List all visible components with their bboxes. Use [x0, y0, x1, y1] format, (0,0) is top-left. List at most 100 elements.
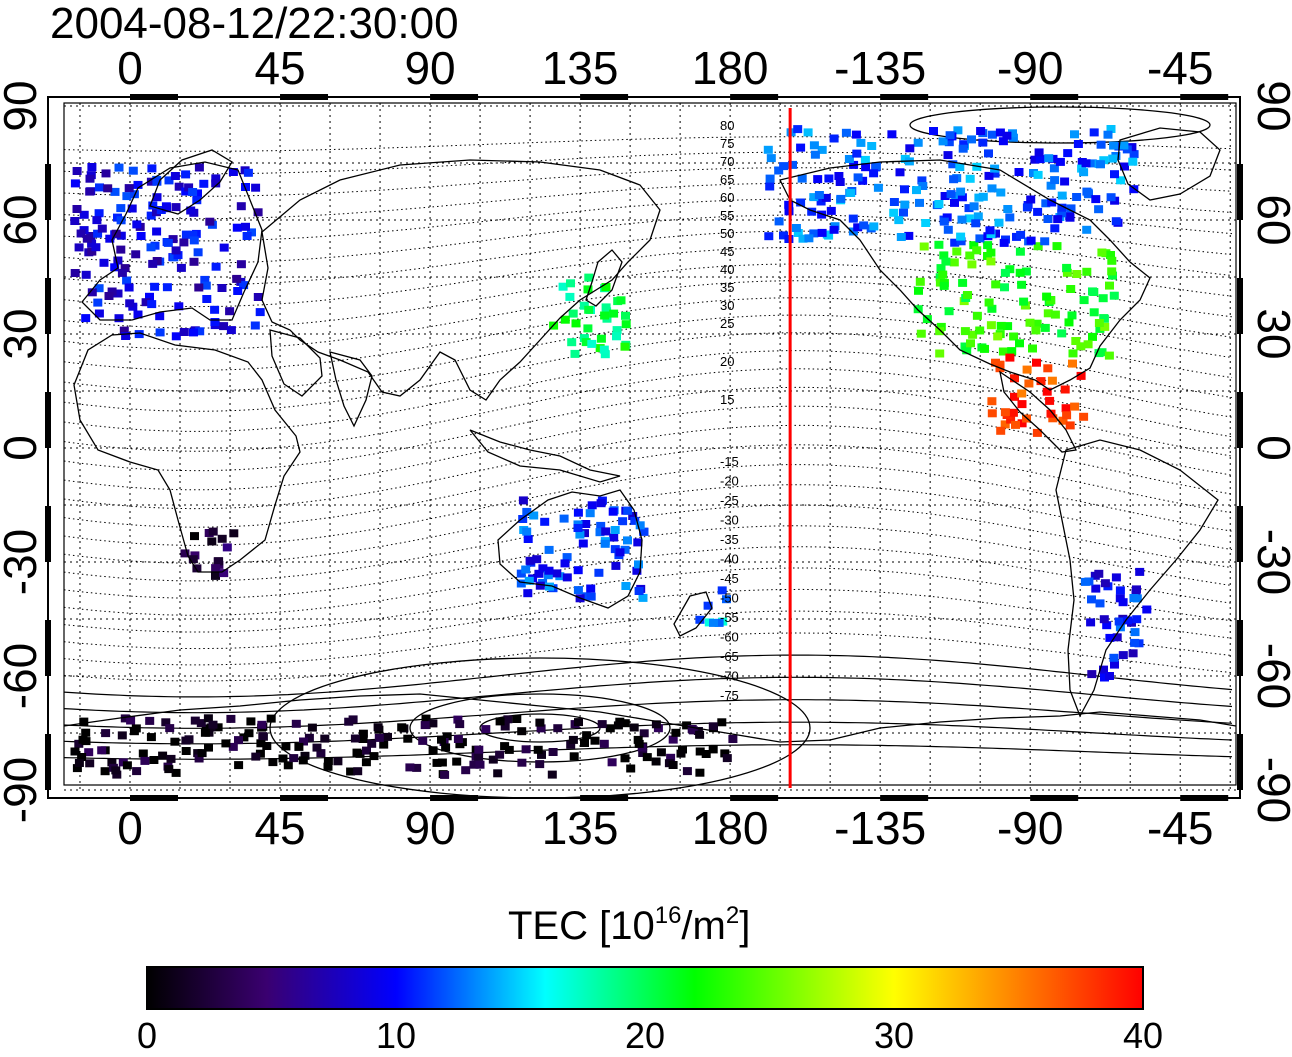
- axis-tick-label: 45: [254, 42, 305, 94]
- colorbar-title: TEC [1016/m2]: [508, 902, 750, 950]
- tec-cell: [174, 182, 184, 191]
- tec-cell: [939, 281, 949, 290]
- tec-cell: [1099, 615, 1109, 624]
- frame-tick-bar: [1180, 795, 1229, 801]
- tec-cell: [953, 126, 963, 135]
- tec-cell: [900, 200, 910, 209]
- contour-label: -40: [720, 552, 739, 567]
- contour-label: 35: [720, 280, 734, 295]
- tec-cell: [975, 326, 985, 335]
- tec-cell: [353, 767, 363, 776]
- tec-cell: [938, 270, 948, 279]
- tec-cell: [841, 128, 851, 137]
- tec-cell: [217, 284, 227, 292]
- coast-india: [329, 351, 373, 428]
- axis-tick-label: 90: [404, 802, 455, 854]
- tec-cell: [1017, 400, 1027, 409]
- tec-cell: [193, 248, 203, 257]
- tec-cell: [804, 234, 814, 243]
- tec-cell: [1063, 149, 1073, 158]
- tec-cell: [189, 257, 199, 266]
- tec-cell: [283, 761, 293, 770]
- colorbar-title-unit: /m: [681, 904, 726, 948]
- tec-cell: [964, 204, 974, 213]
- tec-cell: [219, 322, 229, 331]
- tec-cell: [1035, 155, 1045, 164]
- tec-cell: [1010, 392, 1019, 401]
- tec-cell: [590, 736, 600, 745]
- tec-cell: [972, 162, 982, 171]
- tec-cell: [257, 720, 267, 729]
- magnetic-pole-contour: [909, 106, 1211, 144]
- x-axis-top-labels: 0 45 90 135 180 -135 -90 -45: [117, 42, 1213, 94]
- tec-cell: [1076, 371, 1086, 380]
- tec-cell: [1000, 420, 1010, 429]
- axis-tick-label: -60: [0, 643, 46, 709]
- magnetic-contour: [63, 464, 1233, 546]
- tec-cell: [856, 138, 866, 147]
- tec-cell: [152, 208, 161, 217]
- contour-label: -25: [720, 493, 739, 508]
- tec-cell: [543, 571, 553, 580]
- tec-cell: [200, 275, 210, 284]
- contour-label: -70: [720, 669, 739, 684]
- tec-cell: [1108, 271, 1117, 280]
- contour-label: -30: [720, 513, 739, 528]
- tec-cell: [418, 736, 428, 745]
- colorbar-tick-label: 0: [136, 1015, 158, 1056]
- tec-cell: [1014, 168, 1024, 176]
- axis-tick-label: 90: [1248, 80, 1292, 131]
- tec-cell: [1111, 217, 1121, 226]
- tec-cell: [605, 724, 615, 733]
- tec-cell: [671, 728, 681, 737]
- magnetic-pole-contour: [269, 657, 811, 798]
- tec-cell: [1060, 177, 1070, 186]
- tec-cell: [708, 722, 718, 731]
- magnetic-contour: [63, 182, 1233, 220]
- tec-cell: [373, 723, 383, 732]
- tec-cell: [916, 329, 926, 338]
- tec-cell: [181, 187, 191, 196]
- tec-cell: [207, 537, 217, 546]
- tec-cell: [122, 192, 132, 201]
- tec-cell: [298, 756, 308, 765]
- tec-cell: [829, 134, 839, 143]
- tec-cell: [791, 224, 801, 232]
- tec-cell: [1057, 203, 1067, 212]
- tec-cell: [164, 176, 174, 185]
- tec-cell: [552, 569, 562, 578]
- tec-cell: [243, 168, 253, 177]
- tec-cell: [323, 762, 333, 771]
- tec-cell: [1130, 638, 1140, 647]
- tec-cell: [1032, 319, 1042, 328]
- tec-cell: [921, 219, 931, 227]
- tec-cell: [211, 179, 221, 188]
- tec-cell: [986, 257, 996, 266]
- tec-cell: [586, 592, 596, 601]
- axis-tick-label: 180: [692, 42, 769, 94]
- tec-cell: [722, 595, 731, 604]
- tec-cell: [1030, 155, 1040, 164]
- tec-cell: [94, 309, 104, 318]
- colorbar-tick-label: 40: [1122, 1015, 1164, 1056]
- tec-cell: [912, 186, 921, 195]
- tec-cell: [179, 238, 189, 247]
- tec-cell: [84, 748, 94, 757]
- tec-cell: [817, 145, 827, 154]
- tec-cell: [1118, 598, 1128, 607]
- tec-cell: [1072, 270, 1082, 278]
- tec-cell: [251, 183, 261, 192]
- tec-cell: [601, 283, 611, 291]
- tec-cell: [475, 760, 485, 769]
- tec-cell: [972, 246, 982, 255]
- tec-cell: [81, 728, 91, 737]
- tec-cell: [1033, 207, 1043, 216]
- tec-cell: [1043, 364, 1053, 373]
- tec-cell: [239, 733, 249, 742]
- tec-cell: [246, 717, 256, 726]
- tec-cell: [100, 767, 110, 776]
- tec-cell: [503, 715, 513, 724]
- tec-cell: [192, 564, 202, 573]
- tec-cell: [1061, 404, 1071, 413]
- tec-cell: [149, 756, 159, 764]
